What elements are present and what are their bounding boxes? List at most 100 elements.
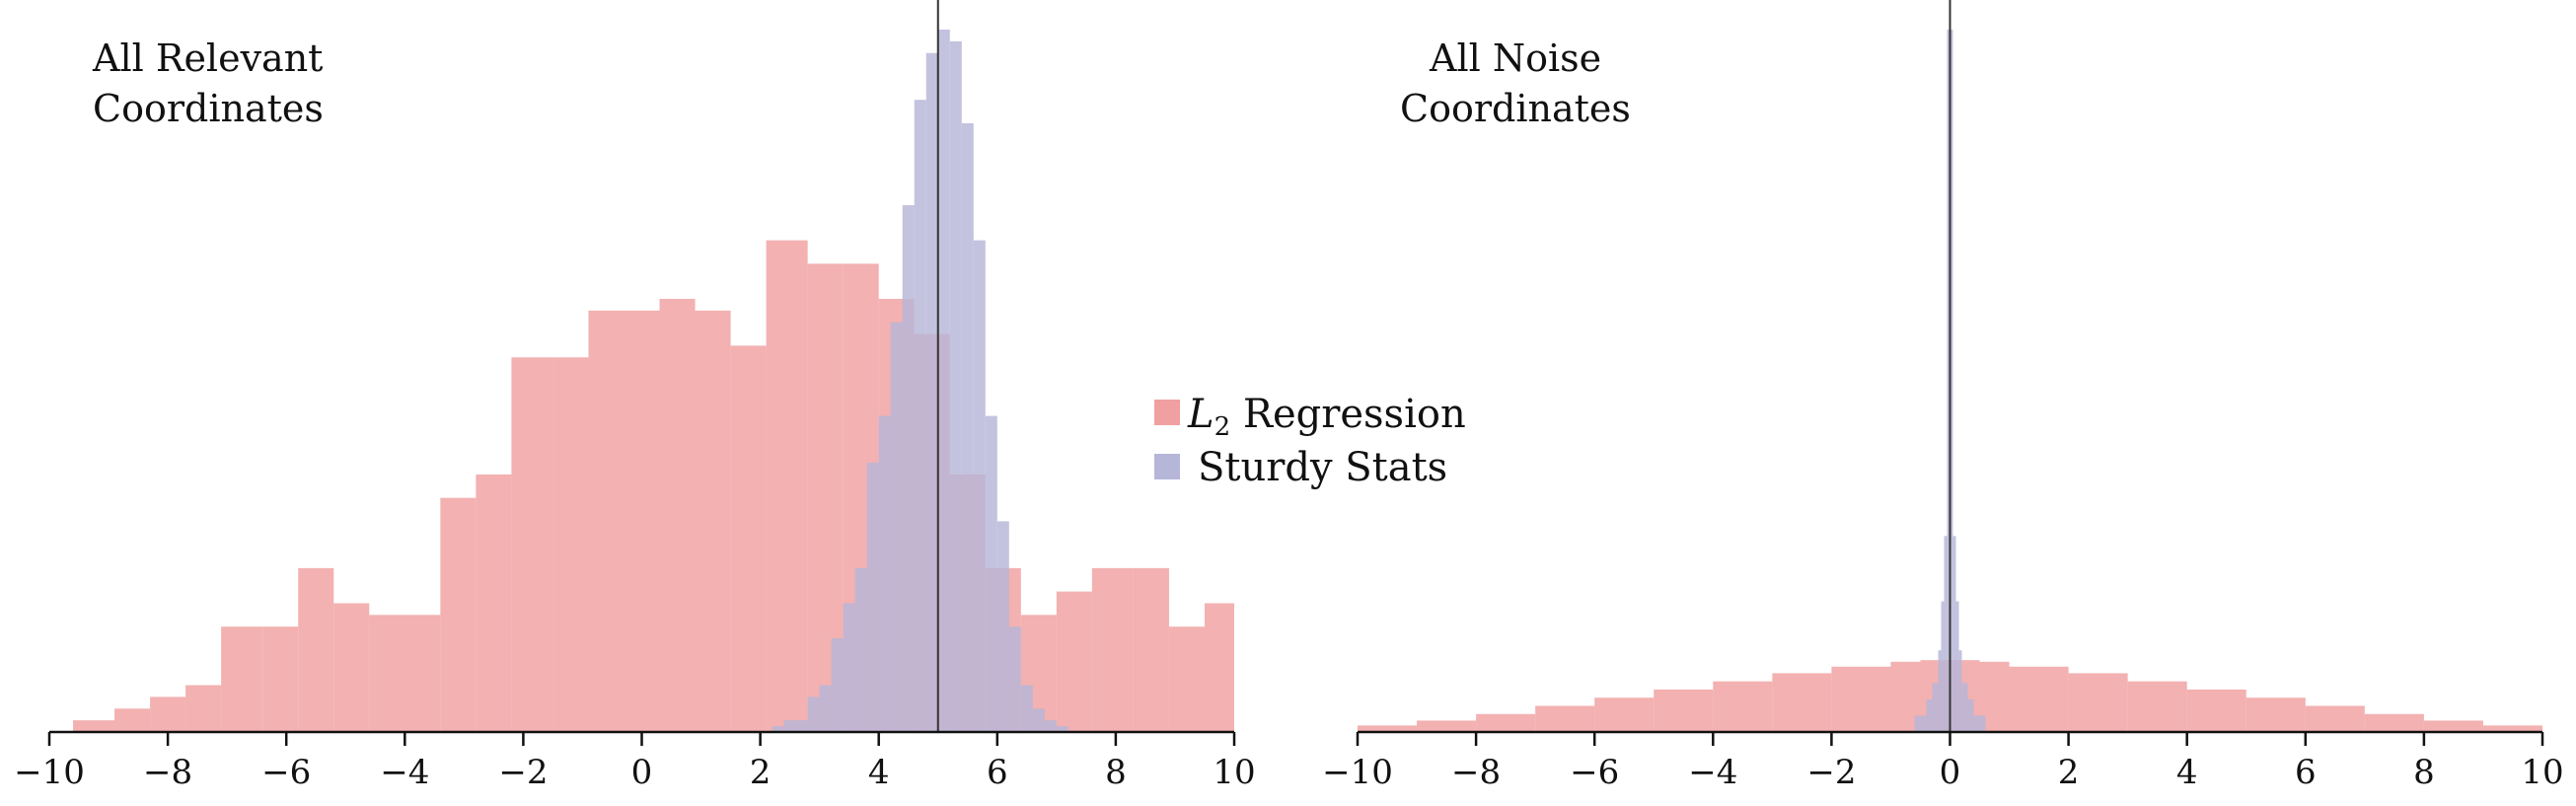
panel-relevant-coordinates: −10 −8 −6 −4 −2 0 2 4 6 8 10 All Relevant Coordina… xyxy=(14,0,1256,792)
histogram-bar xyxy=(1476,713,1536,732)
legend-label-l2-regression: L2 Regression xyxy=(1187,392,1466,442)
histogram-bar xyxy=(1091,567,1134,732)
histogram-bar xyxy=(695,310,731,732)
panel-title-line-1: All Relevant xyxy=(92,37,323,80)
histogram-bar xyxy=(511,357,553,732)
x-tick-label: 6 xyxy=(987,753,1008,792)
histogram-bar xyxy=(902,205,915,732)
histogram-bar xyxy=(1133,567,1169,732)
histogram-bar xyxy=(1944,536,1948,732)
x-tick-label: 2 xyxy=(2058,753,2080,792)
histogram-bar xyxy=(961,122,974,732)
histogram-bar xyxy=(2068,673,2128,732)
histogram-bar xyxy=(730,345,767,732)
histogram-bar xyxy=(1961,683,1968,732)
legend-swatch-sturdy-stats xyxy=(1154,454,1180,479)
histogram-bar xyxy=(624,310,660,732)
histogram-bar xyxy=(1056,591,1092,732)
histogram-bar xyxy=(150,696,186,732)
histogram-bar xyxy=(1358,725,1418,732)
histogram-bar xyxy=(2186,689,2246,732)
x-tick-label: −10 xyxy=(14,753,85,792)
histogram-bar xyxy=(985,415,997,732)
histogram-bar xyxy=(1032,708,1045,732)
histogram-bar xyxy=(1417,720,1477,732)
histogram-bar xyxy=(949,40,962,733)
histogram-bar xyxy=(772,726,784,732)
x-tick-label: 4 xyxy=(2176,753,2198,792)
histogram-bar xyxy=(1594,697,1655,732)
histogram-bar xyxy=(1955,601,1959,732)
x-tick-label: 2 xyxy=(750,753,772,792)
histogram-bar xyxy=(1020,685,1033,732)
x-tick-label: 0 xyxy=(631,753,653,792)
histogram-bar xyxy=(795,720,808,732)
histogram-bar xyxy=(2423,720,2483,732)
histogram-bars xyxy=(73,30,1234,733)
histogram-bar xyxy=(1654,689,1714,732)
histogram-bar xyxy=(440,497,477,732)
x-tick-label: 10 xyxy=(1213,753,1255,792)
histogram-bar xyxy=(1941,601,1945,732)
x-tick-label: −8 xyxy=(1451,753,1501,792)
histogram-bar xyxy=(854,567,867,732)
histogram-bar xyxy=(1932,683,1939,732)
histogram-bar xyxy=(1713,681,1773,732)
x-tick-label: 10 xyxy=(2521,753,2563,792)
histogram-bar xyxy=(1008,626,1021,732)
x-tick-label: 0 xyxy=(1940,753,1961,792)
histogram-bar xyxy=(1831,666,1891,732)
histogram-bar xyxy=(298,567,334,732)
panel-title-line-2: Coordinates xyxy=(1400,87,1631,130)
legend: L2 Regression Sturdy Stats xyxy=(1154,392,1466,490)
histogram-bar xyxy=(996,521,1009,732)
histogram-bar xyxy=(1044,720,1057,732)
histogram-bar xyxy=(914,100,926,732)
x-ticks: −10 −8 −6 −4 −2 0 2 4 6 8 10 xyxy=(1322,732,2564,792)
series-sturdy-stats xyxy=(772,30,1068,733)
histogram-bar xyxy=(1204,603,1234,732)
histogram-bar xyxy=(2364,713,2424,732)
histogram-bar xyxy=(333,603,370,732)
histogram-bar xyxy=(1168,626,1205,732)
histogram-bar xyxy=(588,310,625,732)
histogram-bar xyxy=(1952,536,1956,732)
histogram-bar xyxy=(1056,726,1068,732)
histogram-bar xyxy=(262,626,299,732)
histogram-bar xyxy=(552,357,589,732)
histogram-bar xyxy=(221,626,263,732)
histogram-bar xyxy=(831,638,844,732)
panel-title-line-1: All Noise xyxy=(1429,37,1601,80)
histogram-bar xyxy=(1535,705,1595,732)
histogram-bar xyxy=(476,474,512,732)
panel-noise-coordinates: −10 −8 −6 −4 −2 0 2 4 6 8 10 All Noise Coordinates xyxy=(1322,0,2564,792)
histogram-bar xyxy=(1772,673,1832,732)
histogram-bar xyxy=(843,603,855,732)
x-tick-label: 4 xyxy=(868,753,890,792)
histogram-bar xyxy=(1958,650,1962,732)
x-tick-label: −4 xyxy=(380,753,429,792)
histogram-bar xyxy=(819,685,832,732)
x-tick-label: −6 xyxy=(261,753,311,792)
histogram-bar xyxy=(2305,705,2365,732)
histogram-bar xyxy=(807,696,820,732)
histogram-bar xyxy=(1914,715,1927,732)
x-tick-label: 8 xyxy=(1105,753,1127,792)
x-tick-label: −4 xyxy=(1688,753,1737,792)
legend-label-sturdy-stats: Sturdy Stats xyxy=(1198,445,1447,490)
histogram-bar xyxy=(2009,666,2069,732)
x-tick-label: −6 xyxy=(1570,753,1619,792)
histogram-bar xyxy=(925,52,938,732)
histogram-bar xyxy=(2127,681,2187,732)
histogram-bars xyxy=(1358,30,2542,732)
x-tick-label: −2 xyxy=(498,753,548,792)
histogram-bar xyxy=(783,720,796,732)
histogram-bar xyxy=(890,322,903,732)
histogram-bar xyxy=(866,463,879,732)
x-tick-label: −8 xyxy=(143,753,192,792)
x-tick-label: −10 xyxy=(1322,753,1393,792)
histogram-bar xyxy=(1967,698,1974,732)
x-tick-label: 8 xyxy=(2413,753,2435,792)
histogram-bar xyxy=(369,615,441,732)
